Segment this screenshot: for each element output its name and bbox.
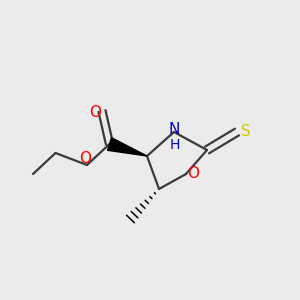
Polygon shape: [107, 138, 147, 156]
Text: O: O: [188, 167, 200, 182]
Text: O: O: [89, 105, 101, 120]
Text: H: H: [169, 138, 180, 152]
Text: S: S: [241, 124, 250, 140]
Text: O: O: [79, 151, 91, 166]
Text: N: N: [169, 122, 180, 137]
